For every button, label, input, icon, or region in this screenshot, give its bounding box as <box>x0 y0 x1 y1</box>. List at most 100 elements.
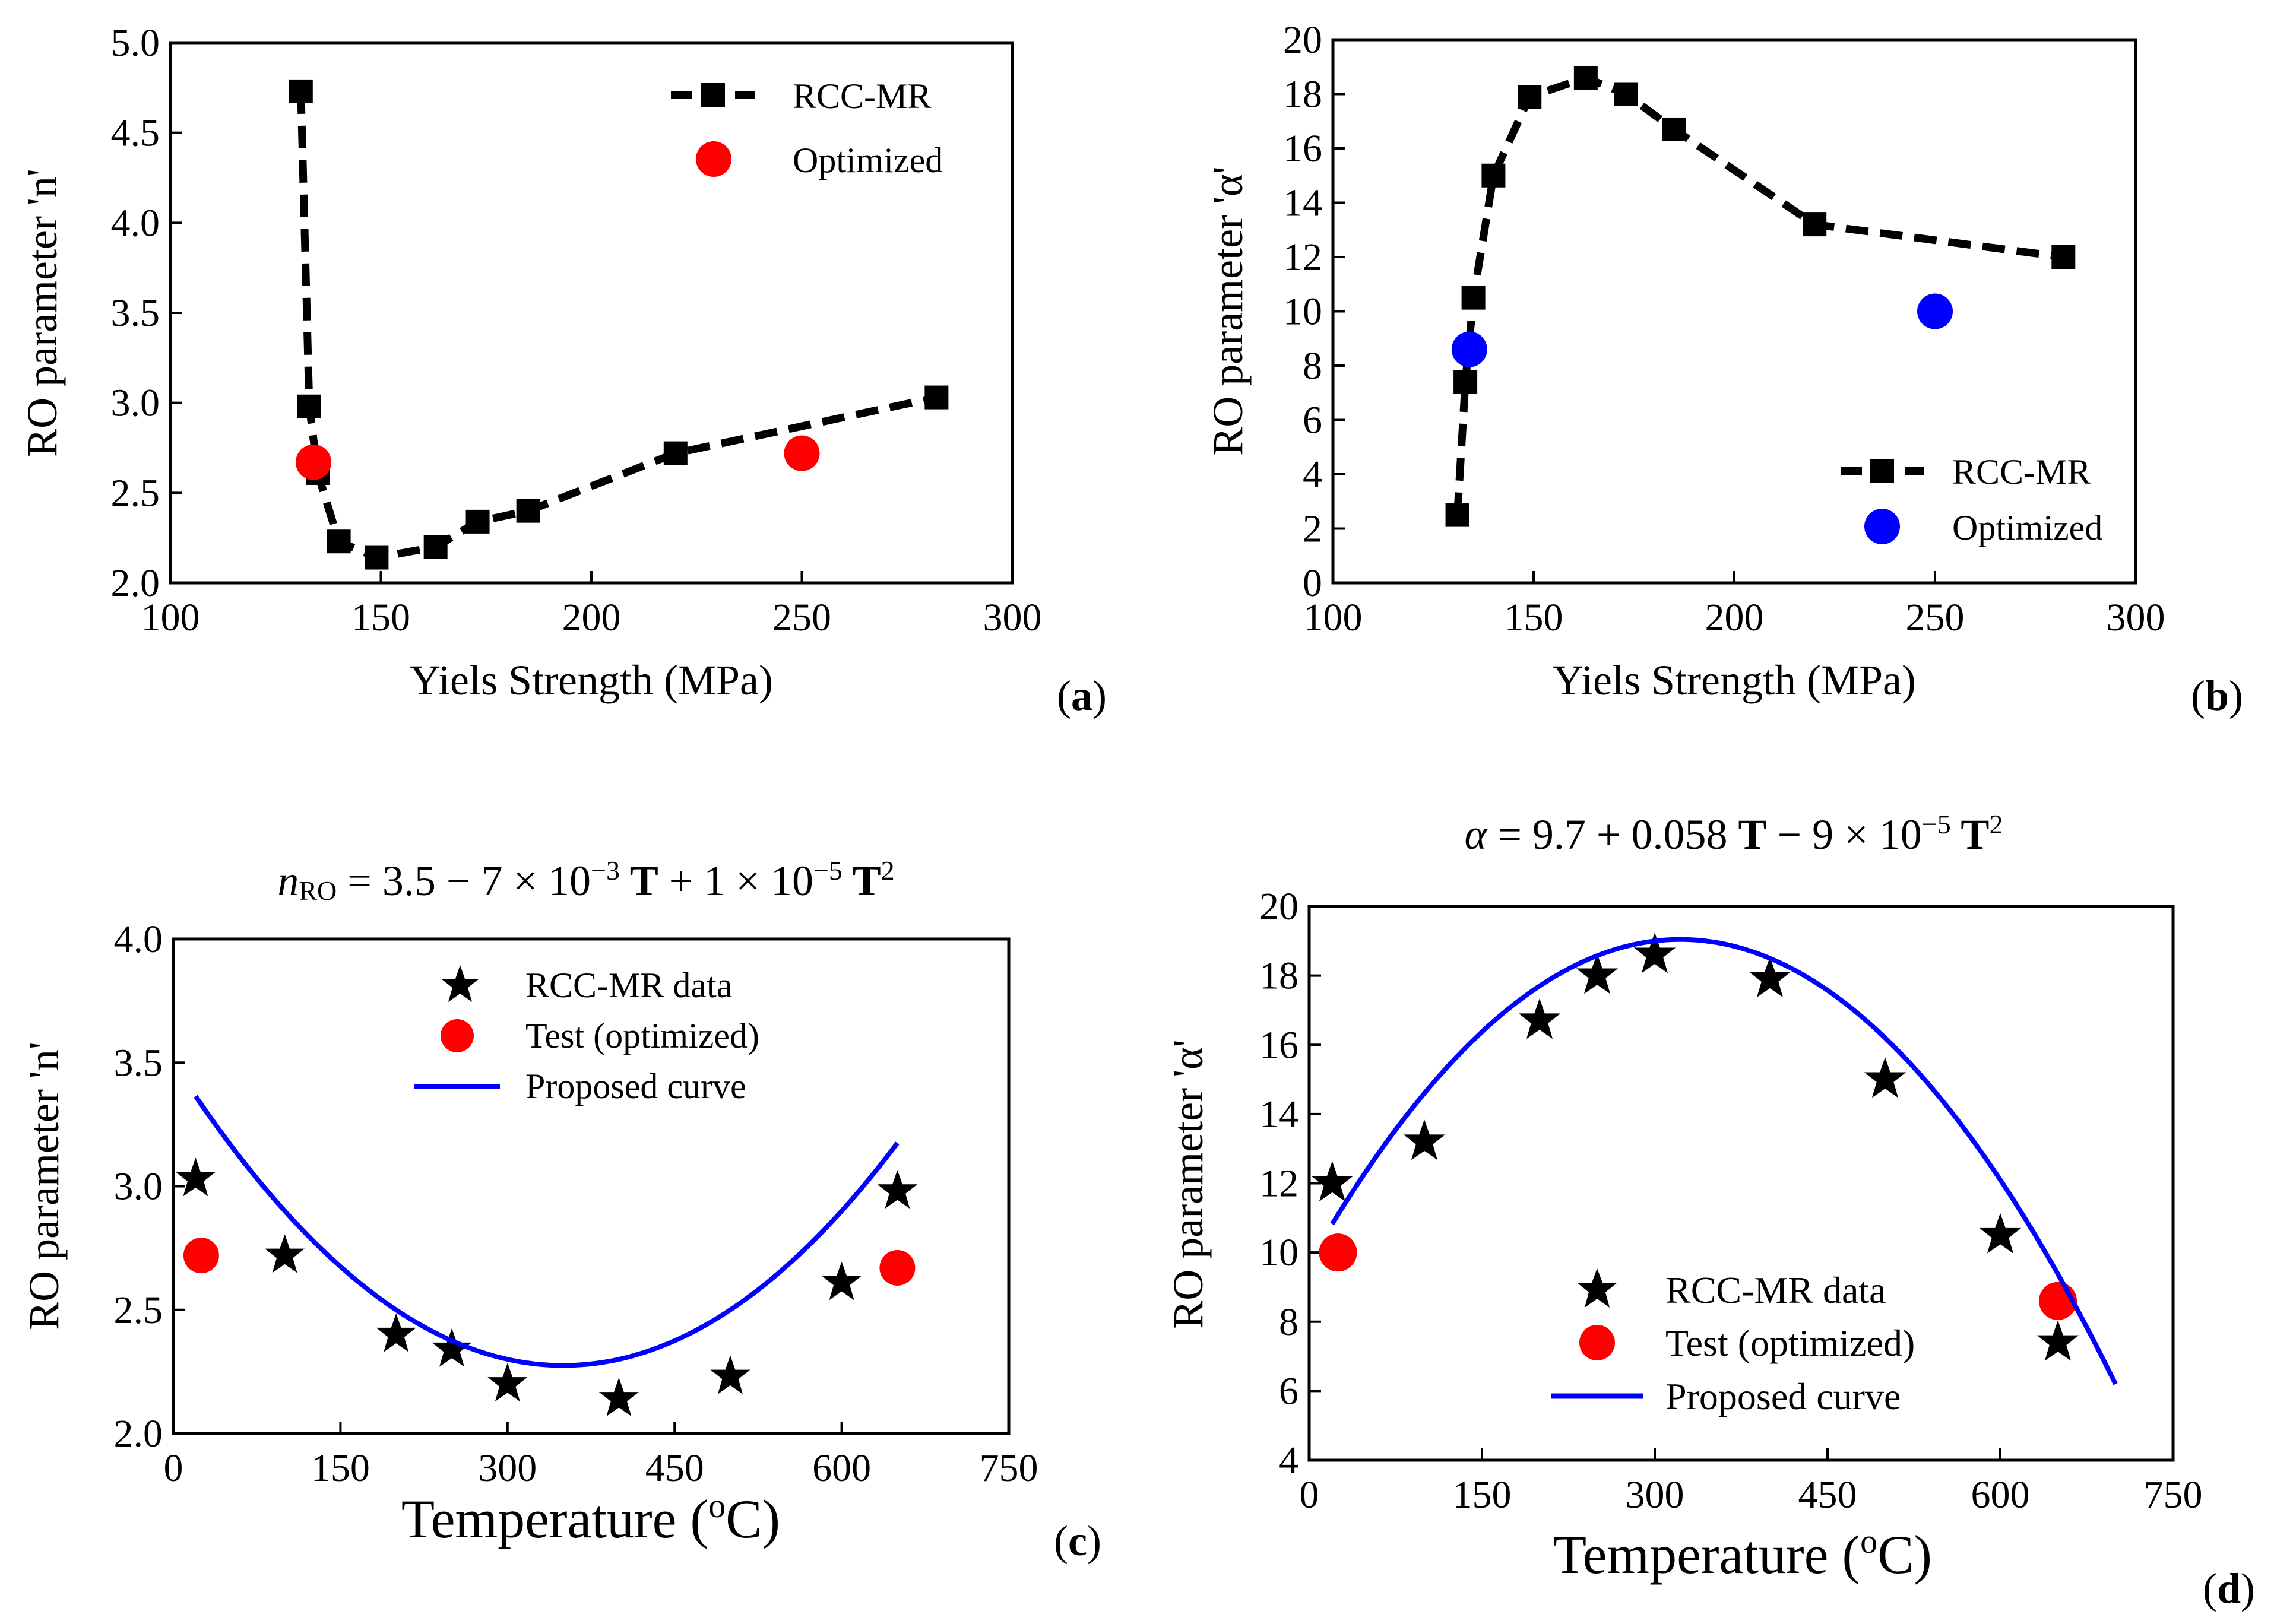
data-point-rcc-mr-data <box>175 1157 216 1197</box>
panel-a: 100 150 200 250 300 2.0 2.5 3.0 3.5 4.0 4.5 5.0 Yie… <box>18 21 1107 719</box>
data-point-rcc-mr-data <box>598 1377 639 1417</box>
y-tick-label: 8 <box>1279 1301 1298 1344</box>
data-point-rcc-mr <box>1518 85 1542 109</box>
equation-c-part1: = 3.5 − 7 × 10 <box>337 857 591 905</box>
panel-label-b: (b) <box>2191 672 2243 719</box>
equation-c-exp3: 2 <box>881 855 895 886</box>
data-point-rcc-mr <box>1481 163 1506 188</box>
data-point-rcc-mr <box>516 499 540 523</box>
equation-d-t1: T <box>1738 811 1767 858</box>
legend-a-square-swatch <box>701 83 725 107</box>
x-axis-label-a: Yiels Strength (MPa) <box>410 656 773 704</box>
y-tick-label: 18 <box>1259 954 1298 998</box>
legend-b-label-opt: Optimized <box>1952 508 2102 547</box>
ticks-a: 100 150 200 250 300 2.0 2.5 3.0 3.5 4.0 4.5 5.0 <box>111 21 1042 639</box>
data-point-rcc-mr-data <box>1518 998 1561 1039</box>
legend-c-circle-swatch <box>441 1019 474 1052</box>
data-point-rcc-mr <box>1803 212 1827 237</box>
equation-c: nRO = 3.5 − 7 × 10−3 T + 1 × 10−5 T2 <box>277 855 894 906</box>
legend-c-label-test: Test (optimized) <box>525 1016 759 1055</box>
panel-letter-d: d <box>2217 1565 2241 1612</box>
data-point-optimized <box>1917 293 1953 329</box>
y-tick-label: 20 <box>1283 18 1322 62</box>
plot-frame-b <box>1331 38 2137 585</box>
y-axis-label-a: RO parameter 'n' <box>18 169 66 457</box>
y-tick-label: 4 <box>1303 453 1322 496</box>
plot-frame-a <box>169 41 1014 585</box>
y-tick-label: 6 <box>1303 399 1322 442</box>
x-tick-label: 150 <box>1505 596 1563 639</box>
x-tick-label: 250 <box>1906 596 1965 639</box>
x-axis-label-d-main: Temperature ( <box>1553 1524 1860 1585</box>
y-tick-label: 3.0 <box>111 382 160 425</box>
data-point-rcc-mr <box>327 529 351 554</box>
data-point-rcc-mr-data <box>487 1363 528 1402</box>
x-tick-label: 300 <box>983 596 1042 639</box>
panel-c: nRO = 3.5 − 7 × 10−3 T + 1 × 10−5 T2 0 15… <box>20 855 1101 1565</box>
data-point-rcc-mr <box>1573 66 1598 90</box>
x-tick-label: 300 <box>478 1447 537 1490</box>
y-axis-label-b: RO parameter 'α' <box>1204 166 1252 455</box>
y-tick-label: 10 <box>1283 290 1322 334</box>
equation-c-part2: + 1 × 10 <box>658 857 813 905</box>
x-axis-label-c-sup: o <box>708 1486 726 1525</box>
panel-b: 100 150 200 250 300 0 2 4 6 8 10 12 14 16 18 20 Yiels S… <box>1204 18 2243 719</box>
data-point-rcc-mr-data <box>2037 1320 2079 1361</box>
y-tick-label: 2.5 <box>111 471 160 515</box>
equation-c-sub: RO <box>299 876 337 906</box>
x-axis-label-b: Yiels Strength (MPa) <box>1553 656 1916 704</box>
y-tick-label: 14 <box>1283 182 1322 225</box>
data-point-optimized <box>784 435 820 471</box>
x-tick-label: 100 <box>141 596 200 639</box>
x-tick-label: 750 <box>2144 1473 2203 1517</box>
data-point-test-optimized <box>1319 1233 1357 1272</box>
data-point-rcc-mr-data <box>710 1355 750 1394</box>
equation-d-part1: = 9.7 + 0.058 <box>1487 811 1738 858</box>
x-tick-label: 0 <box>1300 1473 1319 1517</box>
series-line-proposed-curve <box>194 1095 900 1368</box>
data-point-rcc-mr-data <box>376 1313 416 1352</box>
data-point-rcc-mr <box>365 545 389 570</box>
y-tick-label: 16 <box>1259 1023 1298 1067</box>
legend-d-label-curve: Proposed curve <box>1665 1375 1901 1417</box>
marks-c <box>175 1095 917 1417</box>
equation-d-lhs: α <box>1465 811 1488 858</box>
legend-d-circle-swatch <box>1579 1325 1615 1360</box>
legend-b-square-swatch <box>1870 459 1894 483</box>
y-tick-label: 6 <box>1279 1369 1298 1413</box>
equation-d: α = 9.7 + 0.058 T − 9 × 10−5 T2 <box>1465 809 2003 858</box>
data-point-rcc-mr <box>465 509 490 534</box>
y-tick-label: 2 <box>1303 508 1322 551</box>
data-point-rcc-mr-data <box>822 1261 862 1301</box>
y-tick-label: 14 <box>1259 1093 1298 1136</box>
data-point-rcc-mr-data <box>265 1234 305 1273</box>
equation-c-exp2: −5 <box>813 855 843 886</box>
data-point-rcc-mr <box>924 385 949 410</box>
legend-c-star-swatch <box>441 965 479 1002</box>
data-point-rcc-mr-data <box>1576 953 1619 994</box>
legend-a-label-rcc: RCC-MR <box>793 77 931 116</box>
y-tick-label: 4.5 <box>111 112 160 155</box>
x-axis-label-c-main: Temperature ( <box>401 1489 708 1549</box>
x-tick-label: 600 <box>1971 1473 2030 1517</box>
panel-letter-c: c <box>1068 1517 1087 1565</box>
data-point-optimized <box>296 444 332 480</box>
data-point-test-optimized <box>183 1238 219 1274</box>
x-tick-label: 250 <box>772 596 831 639</box>
legend-b-label-rcc: RCC-MR <box>1952 452 2091 491</box>
data-point-rcc-mr <box>289 79 313 103</box>
panel-label-a: (a) <box>1057 672 1107 719</box>
legend-c-label-rcc: RCC-MR data <box>525 966 732 1005</box>
data-point-rcc-mr-data <box>1864 1057 1906 1098</box>
equation-d-exp2: −5 <box>1922 809 1951 839</box>
x-axis-label-d: Temperature (oC) <box>1553 1522 1932 1585</box>
legend-a-label-opt: Optimized <box>793 141 943 180</box>
equation-c-lhs: n <box>277 857 299 905</box>
y-tick-label: 4.0 <box>111 201 160 245</box>
legend-b: RCC-MR Optimized <box>1841 452 2102 547</box>
y-tick-label: 3.5 <box>111 291 160 335</box>
y-tick-label: 4 <box>1279 1439 1298 1482</box>
data-point-rcc-mr-data <box>432 1328 472 1367</box>
y-tick-label: 16 <box>1283 127 1322 170</box>
ticks-d: 0 150 300 450 600 750 4 6 8 10 12 14 16 18 20 <box>1259 885 2203 1517</box>
